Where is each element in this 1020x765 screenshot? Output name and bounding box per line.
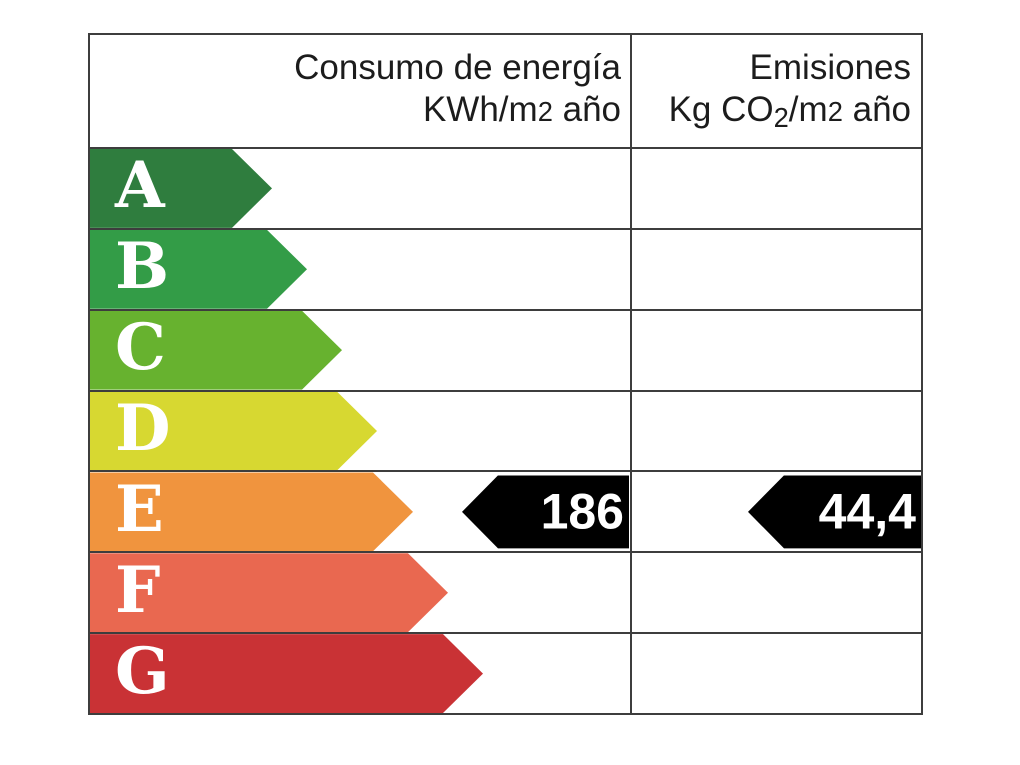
consumption-unit: KWh/m2 año xyxy=(90,89,621,133)
emissions-title: Emisiones xyxy=(749,48,911,87)
rating-letter-f: F xyxy=(115,552,161,628)
consumption-indicator-value: 186 xyxy=(540,483,624,540)
energy-label-table: Consumo de energía KWh/m2 año Emisiones … xyxy=(88,33,923,715)
consumption-unit-suffix: año xyxy=(552,90,621,129)
consumption-unit-exponent: 2 xyxy=(537,96,553,127)
rating-bar-a: A xyxy=(90,149,272,228)
rating-letter-d: D xyxy=(115,391,171,466)
rating-bar-e: E xyxy=(90,472,413,551)
emissions-column-header: Emisiones Kg CO2/m2 año xyxy=(632,35,921,147)
rating-letter-g: G xyxy=(115,633,170,709)
rating-bar-c: C xyxy=(90,311,342,390)
emissions-unit-suffix: año xyxy=(842,90,911,129)
emissions-unit-subscript: 2 xyxy=(773,102,789,133)
table-header: Consumo de energía KWh/m2 año Emisiones … xyxy=(90,35,921,149)
rating-bar-b: B xyxy=(90,230,307,309)
rating-letter-c: C xyxy=(115,310,166,386)
consumption-column-header: Consumo de energía KWh/m2 año xyxy=(90,35,632,147)
rating-letter-a: A xyxy=(115,148,165,224)
emissions-unit: Kg CO2/m2 año xyxy=(632,89,911,139)
emissions-unit-exponent: 2 xyxy=(827,96,843,127)
rating-bar-g: G xyxy=(90,634,483,713)
emissions-unit-prefix: Kg CO xyxy=(668,90,774,129)
rating-row-c: C xyxy=(90,311,921,392)
rating-bar-f: F xyxy=(90,553,448,632)
consumption-unit-prefix: KWh/m xyxy=(422,90,538,129)
rating-row-a: A xyxy=(90,149,921,230)
rating-row-d: D xyxy=(90,392,921,473)
rating-row-e: E 186 44,4 xyxy=(90,472,921,554)
emissions-unit-mid: /m xyxy=(788,90,828,129)
rating-scale: A B C D E 186 44,4 F G xyxy=(90,149,921,713)
emissions-indicator-arrow: 44,4 xyxy=(748,475,921,549)
emissions-indicator-value: 44,4 xyxy=(818,483,916,540)
rating-letter-b: B xyxy=(115,229,170,305)
rating-letter-e: E xyxy=(115,471,164,547)
consumption-title: Consumo de energía xyxy=(294,48,621,87)
rating-row-g: G xyxy=(90,634,921,713)
consumption-indicator-arrow: 186 xyxy=(462,475,629,549)
rating-row-f: F xyxy=(90,553,921,635)
rating-bar-d: D xyxy=(90,392,377,471)
column-divider xyxy=(630,149,632,713)
rating-row-b: B xyxy=(90,230,921,311)
